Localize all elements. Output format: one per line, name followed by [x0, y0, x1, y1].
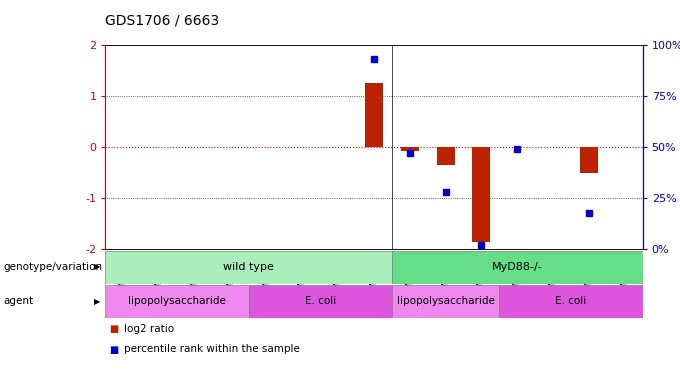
Text: GDS1706 / 6663: GDS1706 / 6663 — [105, 13, 220, 27]
Text: wild type: wild type — [223, 262, 274, 272]
Text: E. coli: E. coli — [305, 296, 336, 306]
Bar — [392, 251, 643, 284]
Text: ■: ■ — [109, 345, 118, 354]
Text: ■: ■ — [109, 324, 118, 334]
Bar — [365, 83, 383, 147]
Bar — [437, 147, 455, 165]
Text: lipopolysaccharide: lipopolysaccharide — [128, 296, 226, 306]
Text: ▶: ▶ — [94, 297, 101, 306]
Text: agent: agent — [3, 296, 33, 306]
Bar — [392, 285, 499, 318]
Text: ▶: ▶ — [94, 262, 101, 272]
Bar — [473, 147, 490, 242]
Text: percentile rank within the sample: percentile rank within the sample — [124, 345, 300, 354]
Bar — [580, 147, 598, 173]
Bar — [499, 285, 643, 318]
Text: lipopolysaccharide: lipopolysaccharide — [396, 296, 494, 306]
Text: genotype/variation: genotype/variation — [3, 262, 103, 272]
Text: log2 ratio: log2 ratio — [124, 324, 174, 334]
Bar — [401, 147, 419, 151]
Bar — [105, 251, 392, 284]
Text: E. coli: E. coli — [556, 296, 587, 306]
Text: MyD88-/-: MyD88-/- — [492, 262, 543, 272]
Bar — [249, 285, 392, 318]
Bar — [105, 285, 249, 318]
